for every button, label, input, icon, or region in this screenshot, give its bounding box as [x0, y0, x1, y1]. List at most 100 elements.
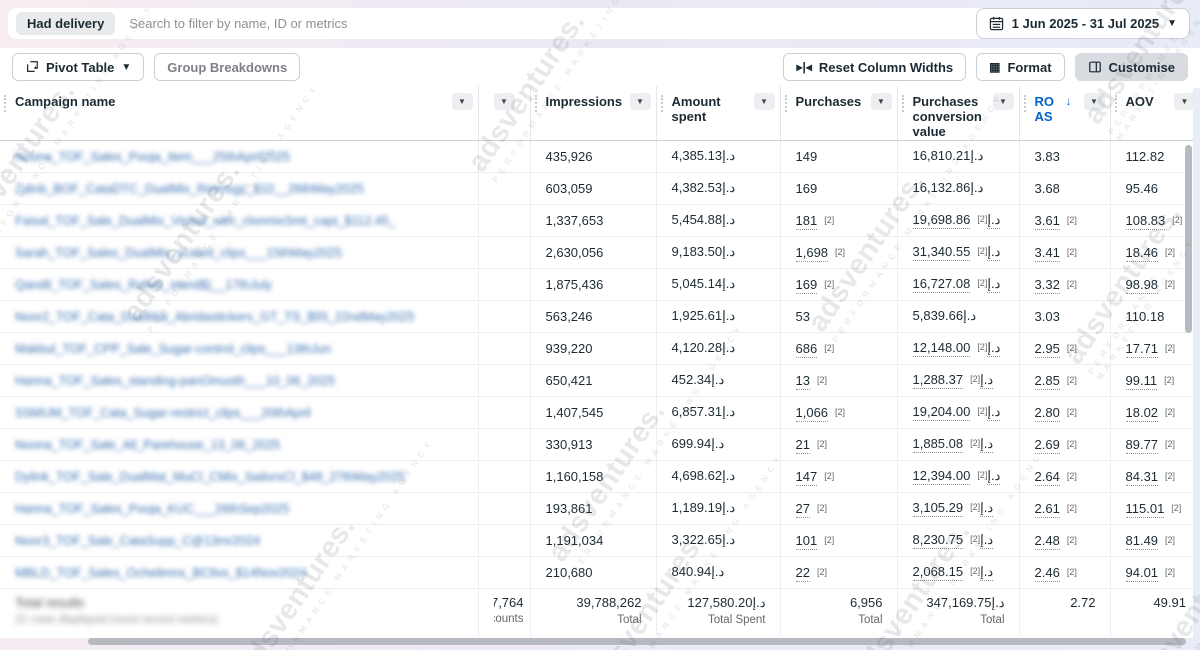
column-header-roas[interactable]: ROAS ↓ ▼	[1018, 86, 1110, 141]
cell-roas: 3.68	[1018, 172, 1110, 205]
cell-purchases-conversion-value: 19,204.00د.إ[2]	[896, 396, 1019, 429]
campaign-name-link[interactable]: Dylink_TOF_Sale_DualMat_MuCl_CMix_Sailor…	[15, 469, 406, 484]
multi-source-badge: [2]	[816, 502, 827, 513]
column-header-aov[interactable]: AOV ▼	[1109, 86, 1200, 141]
cell-aov: 81.49 [2]	[1109, 524, 1200, 557]
campaign-name-link[interactable]: Sarah_TOF_Sales_DualMix_scaled_clips___1…	[15, 245, 343, 260]
totals-purchases-cell: 6,956 Total	[779, 587, 897, 638]
table-row[interactable]: MBLD_TOF_Sales_Ochelimns_BCtlvs_$14Nov20…	[0, 556, 1200, 589]
column-menu-icon[interactable]: ▼	[629, 93, 651, 110]
column-header-impressions[interactable]: Impressions ▼	[529, 86, 656, 141]
table-row[interactable]: Hanna_TOF_Sales_standing-panOmusth___10_…	[0, 364, 1200, 397]
table-row[interactable]: Noor2_TOF_Cata_DualMat_Abridastickers_GT…	[0, 300, 1200, 333]
column-header-campaign-name[interactable]: Campaign name ▼	[0, 86, 478, 141]
column-drag-handle[interactable]	[1114, 95, 1117, 112]
table-row[interactable]: Faisal_TOF_Sale_DualMix_Visitwl_with_clo…	[0, 204, 1200, 237]
column-header-amount-spent[interactable]: Amount spent ▼	[655, 86, 780, 141]
cell-purchases-conversion-value: 16,132.86د.إ	[896, 172, 1019, 205]
column-header-purchases[interactable]: Purchases ▼	[779, 86, 897, 141]
campaign-name-link[interactable]: Hanna_TOF_Sales_Pooja_KUC___26thSep2025	[15, 501, 290, 516]
multi-source-badge: [2]	[1066, 438, 1077, 449]
campaign-name-link[interactable]: SSMUM_TOF_Cata_Sugar-restrict_clips___20…	[15, 405, 311, 420]
campaign-name-link[interactable]: Noor3_TOF_Sale_CataSupp_C@13mr2024	[15, 533, 261, 548]
date-range-picker[interactable]: 1 Jun 2025 - 31 Jul 2025 ▼	[975, 8, 1190, 39]
group-breakdowns-button[interactable]: Group Breakdowns	[154, 53, 301, 81]
cell-purchases: 1,066 [2]	[779, 396, 897, 429]
cell-impressions: 563,246	[529, 300, 656, 333]
table-row[interactable]: Noor3_TOF_Sale_CataSupp_C@13mr2024 1,191…	[0, 524, 1200, 557]
column-menu-icon[interactable]: ▼	[451, 93, 473, 110]
cell-roas: 3.03	[1018, 300, 1110, 333]
column-menu-icon[interactable]: ▼	[753, 93, 775, 110]
campaign-name-link[interactable]: Makbul_TOF_CPP_Sale_Sugar-control_clips_…	[15, 341, 331, 356]
table-row[interactable]: Dylink_TOF_Sale_DualMat_MuCl_CMix_Sailor…	[0, 460, 1200, 493]
cell-purchases: 169 [2]	[779, 268, 897, 301]
reset-widths-icon: ▸|◂	[796, 60, 812, 74]
totals-roas-cell: 2.72	[1018, 587, 1110, 638]
column-header-collapsed[interactable]: ▼	[477, 86, 530, 141]
column-menu-icon[interactable]: ▼	[870, 93, 892, 110]
filter-chip-had-delivery[interactable]: Had delivery	[16, 12, 116, 35]
table-row[interactable]: Zainb_BOF_CataDTC_DualMix_Retmsgs_$10__2…	[0, 172, 1200, 205]
multi-source-badge: [2]	[816, 566, 827, 577]
cell-impressions: 1,337,653	[529, 204, 656, 237]
cell-collapsed	[477, 204, 530, 237]
campaign-name-link[interactable]: Faisal_TOF_Sale_DualMix_Visitwl_with_clo…	[15, 213, 396, 228]
table-row[interactable]: Noona_TOF_Sales_Pooja_Item___25thApril20…	[0, 140, 1200, 173]
table-row[interactable]: Qandil_TOF_Sales_Rafwk_stand$)__17thJuly…	[0, 268, 1200, 301]
column-header-purchases-conversion-value[interactable]: Purchases conversion value ▼	[896, 86, 1019, 141]
search-input[interactable]	[129, 16, 994, 31]
campaign-name-link[interactable]: Hanna_TOF_Sales_standing-panOmusth___10_…	[15, 373, 336, 388]
cell-collapsed	[477, 492, 530, 525]
multi-source-badge: [2]	[1165, 246, 1176, 257]
column-menu-icon[interactable]: ▼	[493, 93, 515, 110]
cell-impressions: 650,421	[529, 364, 656, 397]
reset-column-widths-button[interactable]: ▸|◂ Reset Column Widths	[783, 53, 967, 81]
customise-button[interactable]: Customise	[1074, 53, 1188, 81]
column-drag-handle[interactable]	[534, 95, 537, 112]
table-row[interactable]: SSMUM_TOF_Cata_Sugar-restrict_clips___20…	[0, 396, 1200, 429]
cell-purchases: 181 [2]	[779, 204, 897, 237]
column-drag-handle[interactable]	[901, 95, 904, 112]
cell-purchases-conversion-value: 19,698.86د.إ[2]	[896, 204, 1019, 237]
multi-source-badge: [2]	[824, 278, 835, 289]
column-drag-handle[interactable]	[784, 95, 787, 112]
campaign-name-link[interactable]: Qandil_TOF_Sales_Rafwk_stand$)__17thJuly	[15, 277, 272, 292]
format-button[interactable]: ▦ Format	[976, 53, 1065, 81]
campaign-name-link[interactable]: Noor2_TOF_Cata_DualMat_Abridastickers_GT…	[15, 309, 415, 324]
cell-collapsed	[477, 300, 530, 333]
horizontal-scrollbar[interactable]	[88, 638, 1186, 645]
column-menu-icon[interactable]: ▼	[1174, 93, 1195, 110]
campaign-name-link[interactable]: MBLD_TOF_Sales_Ochelimns_BCtlvs_$14Nov20…	[15, 565, 307, 580]
cell-collapsed	[477, 524, 530, 557]
multi-source-badge: [2]	[835, 246, 846, 257]
cell-purchases: 53	[779, 300, 897, 333]
table-row[interactable]: Noona_TOF_Sale_All_Parehouse_13_06_2025 …	[0, 428, 1200, 461]
cell-roas: 3.83	[1018, 140, 1110, 173]
vertical-scrollbar[interactable]	[1185, 145, 1192, 333]
multi-source-badge: [2]	[977, 246, 988, 257]
cell-aov: 84.31 [2]	[1109, 460, 1200, 493]
multi-source-badge: [2]	[1066, 406, 1077, 417]
calendar-icon	[989, 16, 1003, 31]
column-drag-handle[interactable]	[1023, 95, 1026, 112]
multi-source-badge: [2]	[816, 438, 827, 449]
column-menu-icon[interactable]: ▼	[992, 93, 1014, 110]
campaign-name-link[interactable]: Noona_TOF_Sale_All_Parehouse_13_06_2025	[15, 437, 281, 452]
table-row[interactable]: Makbul_TOF_CPP_Sale_Sugar-control_clips_…	[0, 332, 1200, 365]
pivot-table-button[interactable]: Pivot Table ▼	[12, 53, 145, 81]
cell-roas: 2.95 [2]	[1018, 332, 1110, 365]
date-range-label: 1 Jun 2025 - 31 Jul 2025	[1011, 16, 1160, 31]
table-body: Noona_TOF_Sales_Pooja_Item___25thApril20…	[0, 140, 1200, 589]
campaign-name-link[interactable]: Zainb_BOF_CataDTC_DualMix_Retmsgs_$10__2…	[15, 181, 364, 196]
campaign-name-link[interactable]: Noona_TOF_Sales_Pooja_Item___25thApril20…	[15, 149, 290, 164]
table-row[interactable]: Hanna_TOF_Sales_Pooja_KUC___26thSep2025 …	[0, 492, 1200, 525]
cell-purchases: 686 [2]	[779, 332, 897, 365]
table-row[interactable]: Sarah_TOF_Sales_DualMix_scaled_clips___1…	[0, 236, 1200, 269]
column-drag-handle[interactable]	[660, 95, 663, 112]
sort-descending-icon[interactable]: ↓	[1065, 94, 1072, 108]
column-drag-handle[interactable]	[4, 95, 6, 112]
column-menu-icon[interactable]: ▼	[1083, 93, 1105, 110]
multi-source-badge: [2]	[1066, 246, 1077, 257]
cell-purchases-conversion-value: 31,340.55د.إ[2]	[896, 236, 1019, 269]
